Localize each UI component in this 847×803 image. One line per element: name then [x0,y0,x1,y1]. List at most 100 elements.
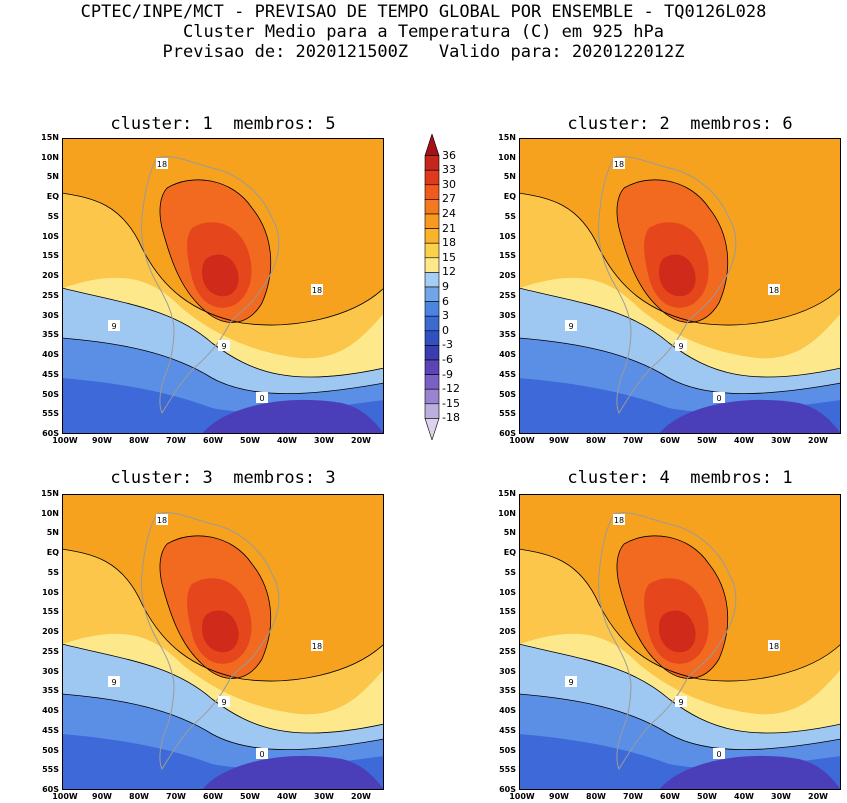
colorbar-label: 33 [442,163,456,177]
colorbar-label: -12 [442,382,460,396]
lon-label: 60W [660,436,680,445]
contour-line [616,535,729,679]
lat-label: 15N [41,133,59,142]
contour-label: 18 [768,284,780,295]
lat-label: 10S [42,587,59,597]
lat-label: 15S [42,251,59,261]
contour-label: 9 [108,676,120,687]
colorbar-label: 15 [442,250,456,264]
colorbar-label: 6 [442,294,449,308]
lon-label: 50W [240,436,260,445]
lat-label: 55S [499,765,516,775]
colorbar-segment [424,184,440,200]
colorbar-segment [424,374,440,390]
lat-label: 35S [499,330,516,340]
lat-label: 15S [499,251,516,261]
svg-text:18: 18 [157,160,167,169]
lat-label: 60S [42,785,59,794]
lat-label: 60S [499,785,516,794]
coldest-region [659,755,841,790]
svg-text:0: 0 [259,394,264,403]
colorbar-segment [424,301,440,317]
colorbar-label: 30 [442,177,456,191]
contour-label: 0 [256,748,268,759]
lat-label: EQ [503,192,516,202]
map-panel-cluster-4: 18 18 9 9 0 [519,494,841,790]
contour-label: 18 [613,158,625,169]
contour-label: 0 [256,392,268,403]
lon-label: 40W [734,436,754,445]
lat-label: 35S [42,686,59,696]
colorbar-segment [424,169,440,186]
mild-region [519,549,841,715]
colorbar-label: -9 [442,367,453,381]
map-frame [62,138,384,434]
map-svg: 18 18 9 9 0 [62,138,384,434]
lat-label: 50S [499,745,516,755]
lat-label: 30S [499,666,516,676]
colorbar-segment [424,257,440,273]
lat-label: 50S [499,389,516,399]
lat-label: 15N [498,133,516,142]
lat-label: 20S [42,627,59,637]
colorbar-label: 18 [442,236,456,250]
contour-label: 0 [713,748,725,759]
colorbar-segment [424,272,440,288]
lat-label: 15S [499,607,516,617]
contour-line [519,192,841,326]
lat-label: 35S [499,686,516,696]
lon-label: 60W [660,792,680,801]
lon-label: 20W [351,792,371,801]
colorbar-label: 24 [442,207,456,220]
lon-label: 90W [549,792,569,801]
contour-line [519,287,841,378]
contour-label: 9 [565,676,577,687]
mild-region [519,193,841,359]
colorbar-segment [424,213,440,229]
lon-label: 20W [808,436,828,445]
lat-label: 60S [42,429,59,438]
contour-line [616,179,729,323]
lat-label: 20S [499,271,516,281]
lat-label: 5N [46,172,59,182]
colorbar-label: -18 [442,411,460,425]
lon-label: 80W [586,436,606,445]
hottest-region [659,610,696,653]
contour-label: 0 [713,392,725,403]
lon-label: 90W [92,436,112,445]
lat-label: 20S [499,627,516,637]
light-cool-band [62,633,384,734]
light-cool-band [519,633,841,734]
colorbar-label: 21 [442,221,456,235]
map-frame [519,138,841,434]
lon-label: 80W [586,792,606,801]
header-line-1: CPTEC/INPE/MCT - PREVISAO DE TEMPO GLOBA… [80,2,767,22]
lat-label: EQ [503,548,516,558]
contour-line [62,287,384,378]
lon-label: 60W [203,792,223,801]
coldest-region [202,755,384,790]
lat-label: 25S [42,646,59,656]
colorbar-segment [424,315,440,332]
svg-text:9: 9 [111,322,116,331]
contour-label: 18 [311,284,323,295]
lat-label: 40S [499,706,516,716]
colorbar-segment [424,242,440,259]
colorbar-label: 9 [442,280,449,293]
lon-label: 90W [92,792,112,801]
contour-label: 18 [156,158,168,169]
lat-label: 10N [41,152,59,162]
lon-label: 30W [771,436,791,445]
lon-label: 50W [697,792,717,801]
svg-text:18: 18 [312,642,322,651]
contour-label: 18 [613,514,625,525]
panel-4-title: cluster: 4 membros: 1 [567,468,793,488]
lat-label: 45S [499,725,516,735]
map-panel-cluster-1: 18 18 9 9 0 [62,138,384,434]
svg-text:0: 0 [716,394,721,403]
header-line-2: Cluster Medio para a Temperatura (C) em … [182,22,665,42]
lat-label: 5N [503,528,516,538]
contour-line [62,337,384,395]
lat-label: 50S [42,389,59,399]
lon-label: 40W [734,792,754,801]
